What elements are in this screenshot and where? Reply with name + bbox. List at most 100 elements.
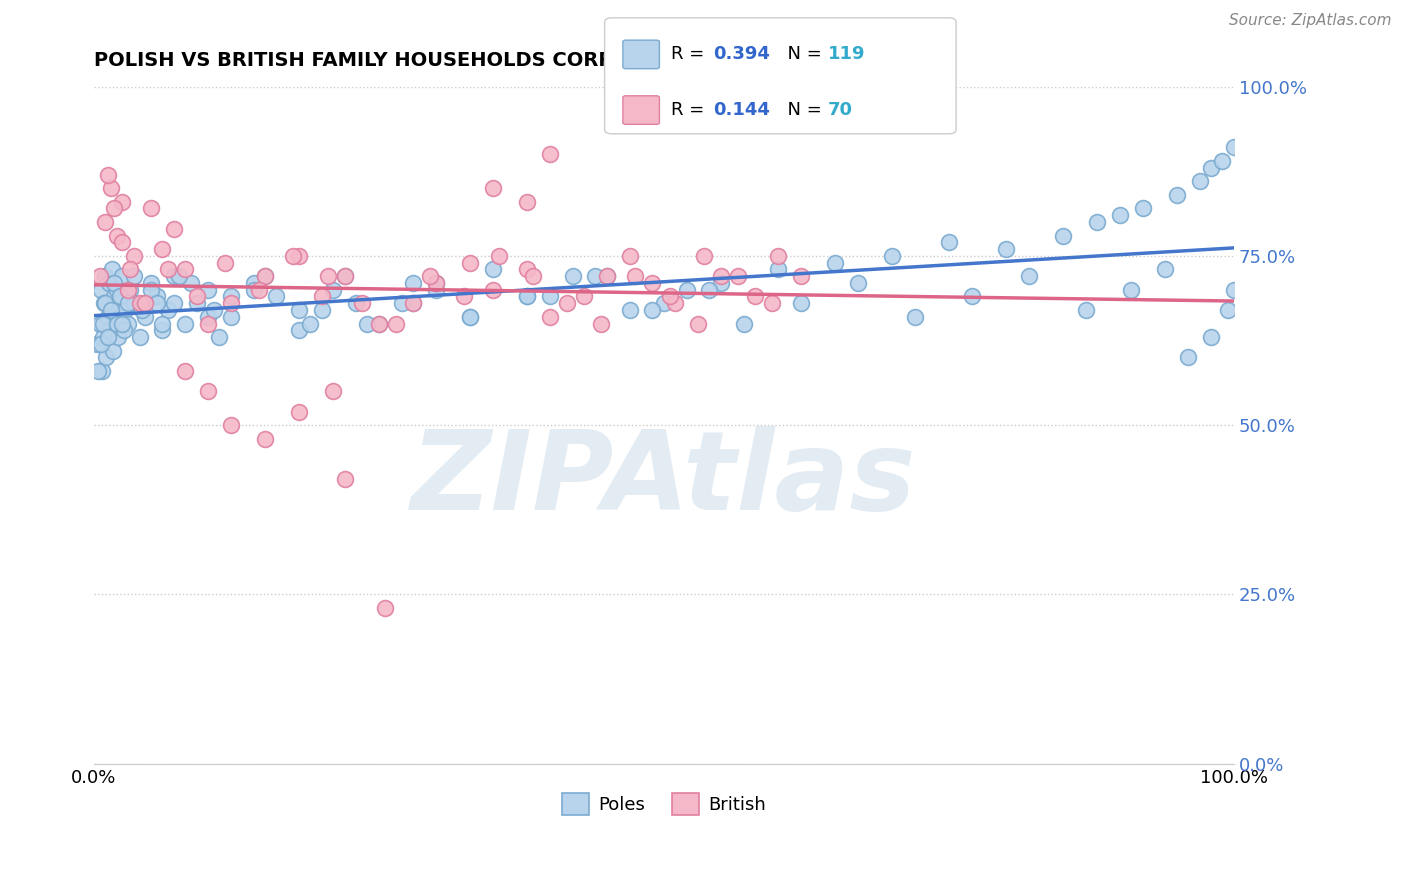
Point [197, 384, 219, 399]
Point [91, 317, 114, 331]
Point [652, 296, 675, 310]
Point [619, 303, 641, 318]
Point [1121, 283, 1143, 297]
Point [145, 296, 167, 310]
Point [596, 269, 619, 284]
Point [1154, 262, 1177, 277]
Point [122, 269, 145, 284]
Point [1199, 330, 1222, 344]
Point [219, 289, 242, 303]
Point [374, 601, 396, 615]
Point [111, 235, 134, 250]
Point [163, 269, 186, 284]
Point [145, 289, 167, 303]
Point [253, 269, 276, 284]
Point [94, 215, 117, 229]
Point [105, 228, 128, 243]
Point [288, 323, 311, 337]
Point [1108, 208, 1130, 222]
Text: 119: 119 [828, 45, 866, 63]
Point [596, 269, 619, 284]
Point [1223, 140, 1246, 154]
Point [96, 351, 118, 365]
Text: N =: N = [776, 45, 828, 63]
Point [288, 404, 311, 418]
Point [114, 303, 136, 318]
Point [572, 289, 595, 303]
Point [174, 364, 197, 378]
Point [402, 276, 425, 290]
Point [904, 310, 927, 324]
Point [880, 249, 903, 263]
Point [90, 337, 112, 351]
Point [538, 310, 561, 324]
Point [322, 384, 344, 399]
Point [591, 317, 613, 331]
Point [425, 276, 447, 290]
Point [103, 276, 125, 290]
Point [488, 249, 510, 263]
Point [105, 317, 128, 331]
Point [641, 303, 664, 318]
Point [87, 364, 110, 378]
Point [425, 283, 447, 297]
Point [108, 296, 131, 310]
Point [122, 249, 145, 263]
Point [356, 317, 378, 331]
Point [1085, 215, 1108, 229]
Point [482, 181, 505, 195]
Point [1052, 228, 1074, 243]
Point [1018, 269, 1040, 284]
Point [103, 343, 125, 358]
Point [1188, 174, 1211, 188]
Point [299, 317, 322, 331]
Point [103, 202, 125, 216]
Point [97, 276, 120, 290]
Point [789, 296, 811, 310]
Point [157, 303, 180, 318]
Point [846, 276, 869, 290]
Point [453, 289, 475, 303]
Text: R =: R = [671, 101, 710, 119]
Point [686, 317, 709, 331]
Point [824, 255, 846, 269]
Point [1216, 303, 1239, 318]
Point [322, 283, 344, 297]
Point [94, 296, 117, 310]
Point [693, 249, 716, 263]
Point [111, 194, 134, 209]
Point [247, 283, 270, 297]
Point [333, 472, 356, 486]
Text: 70: 70 [828, 101, 853, 119]
Point [120, 283, 142, 297]
Point [174, 317, 197, 331]
Point [266, 289, 288, 303]
Legend: Poles, British: Poles, British [554, 786, 773, 822]
Point [104, 317, 127, 331]
Point [86, 337, 108, 351]
Point [350, 296, 373, 310]
Point [664, 296, 686, 310]
Point [219, 296, 242, 310]
Point [385, 317, 408, 331]
Point [94, 269, 117, 284]
Point [789, 269, 811, 284]
Point [555, 296, 578, 310]
Point [619, 249, 641, 263]
Point [163, 296, 186, 310]
Point [105, 283, 128, 297]
Point [458, 310, 481, 324]
Point [333, 269, 356, 284]
Point [744, 289, 766, 303]
Point [174, 262, 197, 277]
Point [1074, 303, 1097, 318]
Point [111, 269, 134, 284]
Point [402, 296, 425, 310]
Point [367, 317, 389, 331]
Point [333, 269, 356, 284]
Point [111, 317, 134, 331]
Point [1132, 202, 1154, 216]
Point [242, 283, 264, 297]
Point [482, 283, 505, 297]
Point [120, 262, 142, 277]
